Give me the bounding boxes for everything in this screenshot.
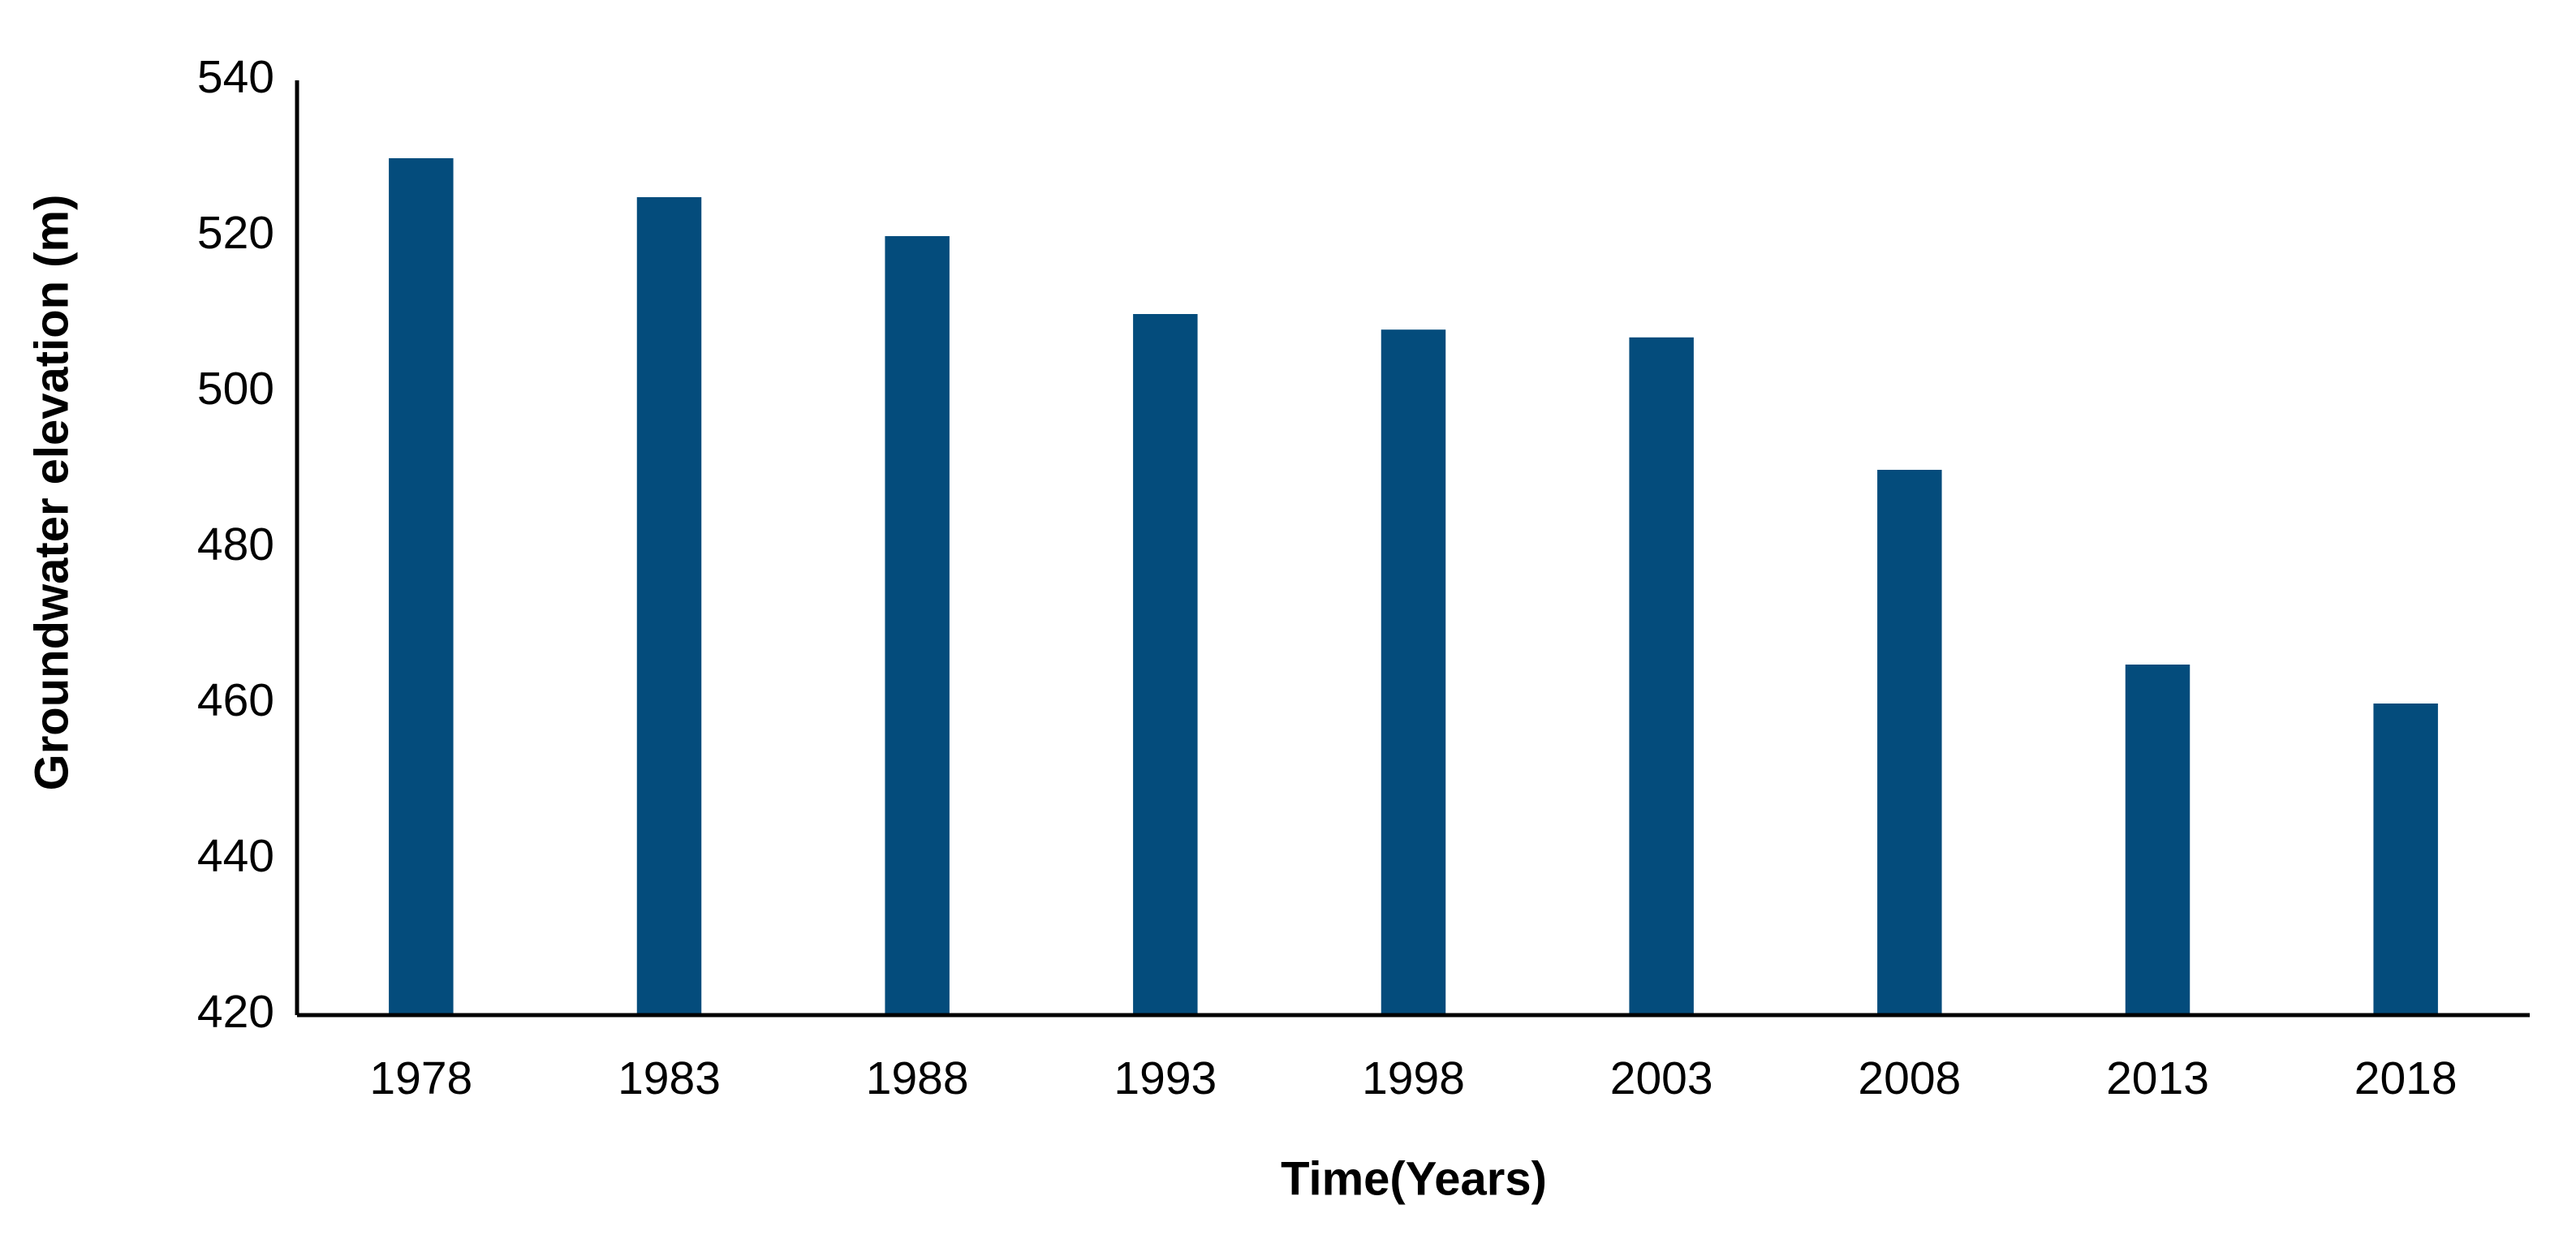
bar xyxy=(636,197,702,1015)
x-tick-label: 1988 xyxy=(866,1052,969,1104)
bar xyxy=(1629,337,1694,1015)
x-tick-label: 2013 xyxy=(2106,1052,2209,1104)
bar xyxy=(2125,665,2190,1015)
bar xyxy=(1877,470,1942,1015)
bar xyxy=(885,236,950,1015)
x-tick-label: 1998 xyxy=(1362,1052,1465,1104)
bar xyxy=(1133,314,1198,1015)
bar xyxy=(389,158,454,1015)
bar xyxy=(1381,329,1446,1015)
y-tick-label: 480 xyxy=(197,519,274,570)
bar xyxy=(2373,704,2438,1015)
x-tick-label: 1993 xyxy=(1114,1052,1217,1104)
x-axis-title: Time(Years) xyxy=(1281,1152,1547,1205)
y-tick-label: 500 xyxy=(197,363,274,415)
x-tick-label: 2018 xyxy=(2354,1052,2458,1104)
x-tick-label: 2003 xyxy=(1610,1052,1713,1104)
x-tick-label: 1983 xyxy=(618,1052,721,1104)
x-tick-label: 2008 xyxy=(1858,1052,1961,1104)
y-tick-label: 420 xyxy=(197,986,274,1038)
x-tick-label: 1978 xyxy=(369,1052,472,1104)
y-tick-label: 520 xyxy=(197,207,274,259)
y-tick-label: 460 xyxy=(197,674,274,726)
y-axis-title: Groundwater elevation (m) xyxy=(25,195,78,791)
y-tick-label: 540 xyxy=(197,51,274,103)
y-tick-label: 440 xyxy=(197,830,274,882)
